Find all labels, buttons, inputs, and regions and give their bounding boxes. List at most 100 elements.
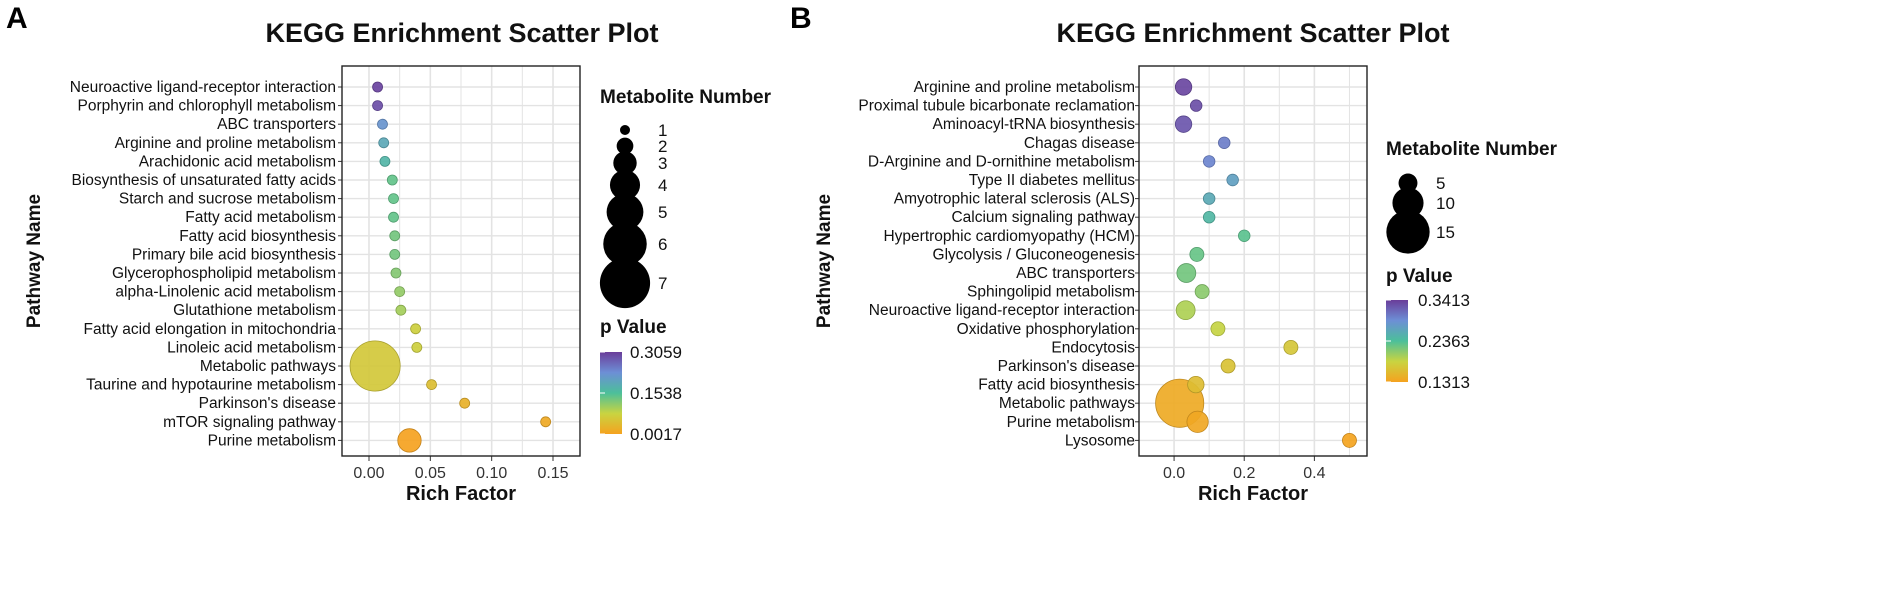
y-axis-title: Pathway Name <box>24 194 45 328</box>
chart-title: KEGG Enrichment Scatter Plot <box>1056 18 1449 48</box>
x-tick-label: 0.0 <box>1163 465 1185 482</box>
chart-panel-b: B KEGG Enrichment Scatter Plot Arginine an… <box>790 2 1558 505</box>
y-tick-label: Fatty acid biosynthesis <box>978 377 1135 394</box>
size-legend-label: 6 <box>658 235 667 254</box>
data-point <box>1238 229 1251 243</box>
data-point <box>1176 263 1197 283</box>
size-legend-symbol <box>616 137 634 155</box>
color-legend: p Value 0.3059 0.1538 0.0017 <box>600 317 682 444</box>
data-point <box>372 81 383 93</box>
data-point <box>1210 321 1226 337</box>
y-tick-label: Aminoacyl-tRNA biosynthesis <box>933 116 1136 133</box>
y-tick-label: Arachidonic acid metabolism <box>139 153 336 170</box>
color-legend-bar <box>600 352 622 434</box>
color-legend-label: 0.1538 <box>630 384 682 403</box>
x-tick-label: 0.2 <box>1233 465 1255 482</box>
size-legend-label: 2 <box>658 137 667 156</box>
y-tick-label: Hypertrophic cardiomyopathy (HCM) <box>883 228 1135 245</box>
data-point <box>1186 410 1209 433</box>
size-legend: Metabolite Number 510 15 <box>1386 139 1558 254</box>
y-tick-label: Purine metabolism <box>1007 414 1135 431</box>
data-point <box>378 137 390 149</box>
y-tick-label: Metabolic pathways <box>200 358 336 375</box>
y-tick-label: Oxidative phosphorylation <box>957 321 1135 338</box>
data-point <box>1189 246 1205 262</box>
data-point <box>1187 375 1205 394</box>
y-tick-label: Parkinson's disease <box>199 395 336 412</box>
data-point <box>379 155 391 167</box>
size-legend-symbol <box>599 257 651 309</box>
data-point <box>390 267 402 279</box>
y-tick-label: Biosynthesis of unsaturated fatty acids <box>71 172 336 189</box>
data-point <box>411 341 423 353</box>
data-point <box>410 323 422 335</box>
data-point <box>540 416 552 428</box>
y-tick-label: Starch and sucrose metabolism <box>119 191 336 208</box>
y-tick-label: Fatty acid metabolism <box>185 209 336 226</box>
y-tick-label: alpha-Linolenic acid metabolism <box>115 284 336 301</box>
y-tick-label: Endocytosis <box>1051 339 1135 356</box>
size-legend-label: 3 <box>658 154 667 173</box>
size-legend-label: 5 <box>658 203 667 222</box>
y-tick-label: ABC transporters <box>217 116 336 133</box>
x-tick-label: 0.00 <box>353 465 384 482</box>
y-tick-label: Arginine and proline metabolism <box>914 79 1135 96</box>
size-legend-symbol <box>1398 173 1418 193</box>
x-tick-label: 0.4 <box>1303 465 1325 482</box>
color-legend-title: p Value <box>1386 266 1453 287</box>
data-point <box>388 211 399 223</box>
data-point <box>426 379 437 391</box>
data-point <box>386 174 398 186</box>
data-point <box>1202 210 1216 224</box>
size-legend-label: 7 <box>658 274 667 293</box>
size-legend-label: 15 <box>1436 223 1455 242</box>
chart-panel-a: A KEGG Enrichment Scatter Plot Neuroactive… <box>6 2 772 505</box>
size-legend-label: 1 <box>658 121 667 140</box>
y-tick-label: Neuroactive ligand-receptor interaction <box>70 79 336 96</box>
y-tick-label: Parkinson's disease <box>998 358 1135 375</box>
data-point <box>1342 432 1357 448</box>
data-point <box>1175 300 1196 321</box>
size-legend-symbol <box>603 222 647 266</box>
plot-area <box>342 66 580 456</box>
size-legend-symbol <box>609 169 641 201</box>
color-legend-label: 0.3059 <box>630 343 682 362</box>
y-tick-label: Neuroactive ligand-receptor interaction <box>869 302 1135 319</box>
x-tick-label: 0.15 <box>537 465 568 482</box>
y-tick-label: Purine metabolism <box>208 432 336 449</box>
y-tick-label: mTOR signaling pathway <box>163 414 336 431</box>
y-tick-label: Calcium signaling pathway <box>951 209 1135 226</box>
color-legend-title: p Value <box>600 317 667 338</box>
y-tick-label: Metabolic pathways <box>999 395 1135 412</box>
x-tick-label: 0.05 <box>415 465 446 482</box>
y-tick-label: Proximal tubule bicarbonate reclamation <box>858 98 1135 115</box>
y-tick-label: Glutathione metabolism <box>173 302 336 319</box>
data-point <box>1202 155 1216 168</box>
y-tick-label: Glycerophospholipid metabolism <box>112 265 336 282</box>
size-legend-symbol <box>606 193 644 231</box>
panel-label: A <box>6 2 28 35</box>
data-point <box>388 193 399 205</box>
y-tick-label: Lysosome <box>1065 432 1135 449</box>
chart-title: KEGG Enrichment Scatter Plot <box>265 18 658 48</box>
size-legend-symbol <box>613 151 637 175</box>
data-point <box>349 340 401 392</box>
size-legend: Metabolite Number 123 4 5 6 7 <box>599 87 772 309</box>
size-legend-symbol <box>1386 210 1430 254</box>
color-legend-label: 0.2363 <box>1418 332 1470 351</box>
y-tick-label: Amyotrophic lateral sclerosis (ALS) <box>894 191 1135 208</box>
y-tick-label: Taurine and hypotaurine metabolism <box>86 377 336 394</box>
data-point <box>1283 339 1299 355</box>
y-axis-title: Pathway Name <box>814 194 835 328</box>
y-tick-label: ABC transporters <box>1016 265 1135 282</box>
y-tick-label: Primary bile acid biosynthesis <box>132 246 336 263</box>
data-point <box>394 286 406 298</box>
y-tick-label: Fatty acid elongation in mitochondria <box>84 321 337 338</box>
panel-label: B <box>790 2 812 35</box>
color-legend-label: 0.1313 <box>1418 373 1470 392</box>
y-tick-label: Glycolysis / Gluconeogenesis <box>933 246 1136 263</box>
x-tick-label: 0.10 <box>476 465 507 482</box>
size-legend-title: Metabolite Number <box>1386 139 1558 160</box>
y-tick-label: Porphyrin and chlorophyll metabolism <box>78 98 336 115</box>
